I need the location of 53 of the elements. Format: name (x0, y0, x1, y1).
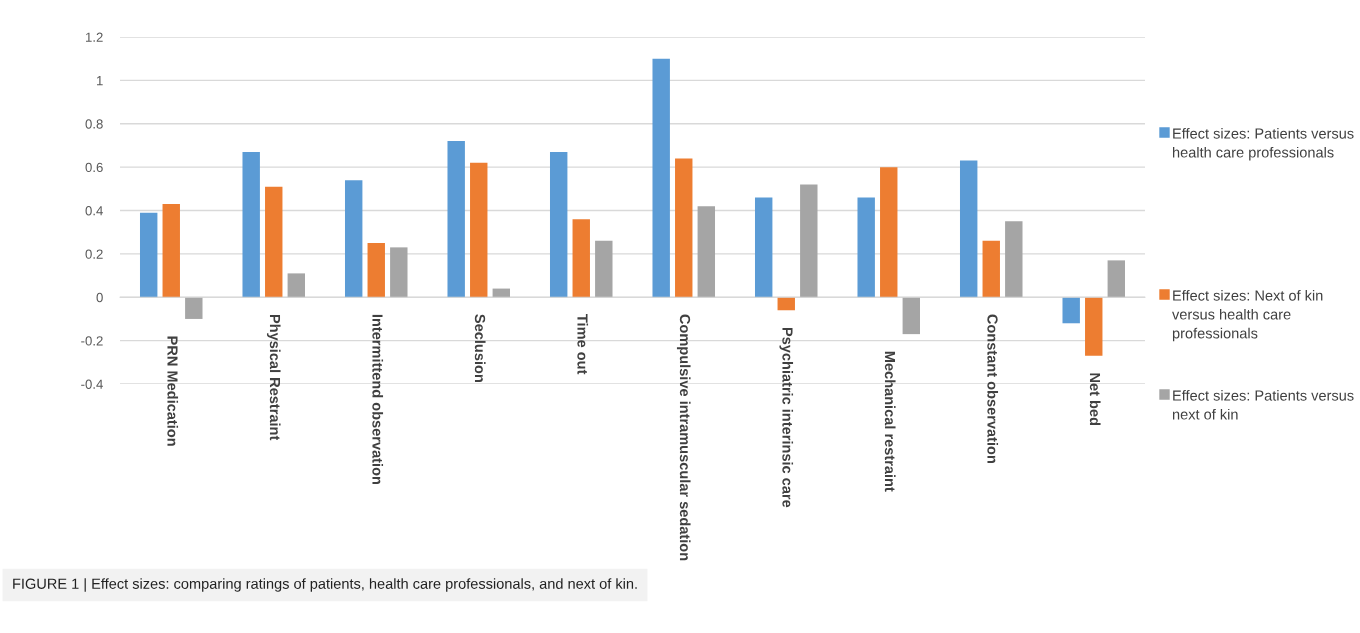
bar (652, 58, 670, 298)
y-tick-label: 0.2 (85, 249, 103, 259)
legend-label: Effect sizes: Next of kin versus health care professionals (1172, 290, 1323, 342)
bar (595, 240, 613, 298)
bar (492, 288, 511, 298)
bar (857, 197, 875, 298)
bar (675, 158, 693, 298)
bar (1107, 260, 1126, 298)
x-tick-label: Intermittend observation (372, 314, 384, 484)
y-tick-label: 0 (96, 292, 103, 303)
y-tick-label: 0.8 (85, 119, 103, 129)
caption: FIGURE 1 | Effect sizes: comparing ratings of patients, health care professionals, and next of kin. (13, 578, 637, 592)
x-tick-label: Mechanical restraint (884, 351, 896, 492)
bar (162, 203, 180, 298)
bar (572, 219, 590, 298)
bar (242, 151, 260, 298)
bar (185, 297, 203, 319)
bar (754, 197, 773, 298)
x-tick-label: Compulsive intramuscular sedation (676, 314, 691, 561)
x-tick-label: PRN Medication (167, 336, 179, 446)
bar (447, 141, 465, 298)
bar (697, 206, 716, 298)
x-tick-label: Physical Restraint (266, 314, 281, 441)
x-tick-label: Psychiatric interinsic care (779, 327, 794, 508)
x-tick-label: Time out (577, 314, 589, 375)
y-tick-label: 0.4 (85, 206, 103, 216)
bar (1062, 297, 1080, 324)
y-tick-label: 1.2 (86, 32, 103, 42)
bar (470, 162, 488, 298)
bar (344, 180, 363, 298)
x-tick-label: Constant observation (987, 314, 999, 463)
bar (367, 243, 385, 298)
bar (265, 186, 283, 298)
y-tick-label: -0.2 (81, 336, 103, 346)
bar (902, 297, 921, 335)
y-tick-label: -0.4 (81, 379, 103, 389)
bar (287, 273, 306, 298)
bar (1085, 297, 1103, 356)
bar (777, 297, 795, 311)
legend-label: Effect sizes: Patients versus next of kin (1172, 390, 1354, 420)
bar (959, 160, 978, 298)
x-tick-label: Net bed (1089, 373, 1101, 425)
bar (982, 240, 1000, 298)
legend-label: Effect sizes: Patients versus health care professionals (1173, 128, 1354, 161)
bar (139, 212, 158, 298)
y-tick-label: 1 (97, 76, 103, 86)
bar (880, 167, 898, 298)
x-tick-label: Seclusion (474, 314, 486, 382)
bar (800, 184, 818, 298)
bar (549, 151, 568, 298)
y-tick-label: 0.6 (85, 162, 103, 173)
bar (390, 247, 408, 298)
bar (1005, 221, 1023, 298)
